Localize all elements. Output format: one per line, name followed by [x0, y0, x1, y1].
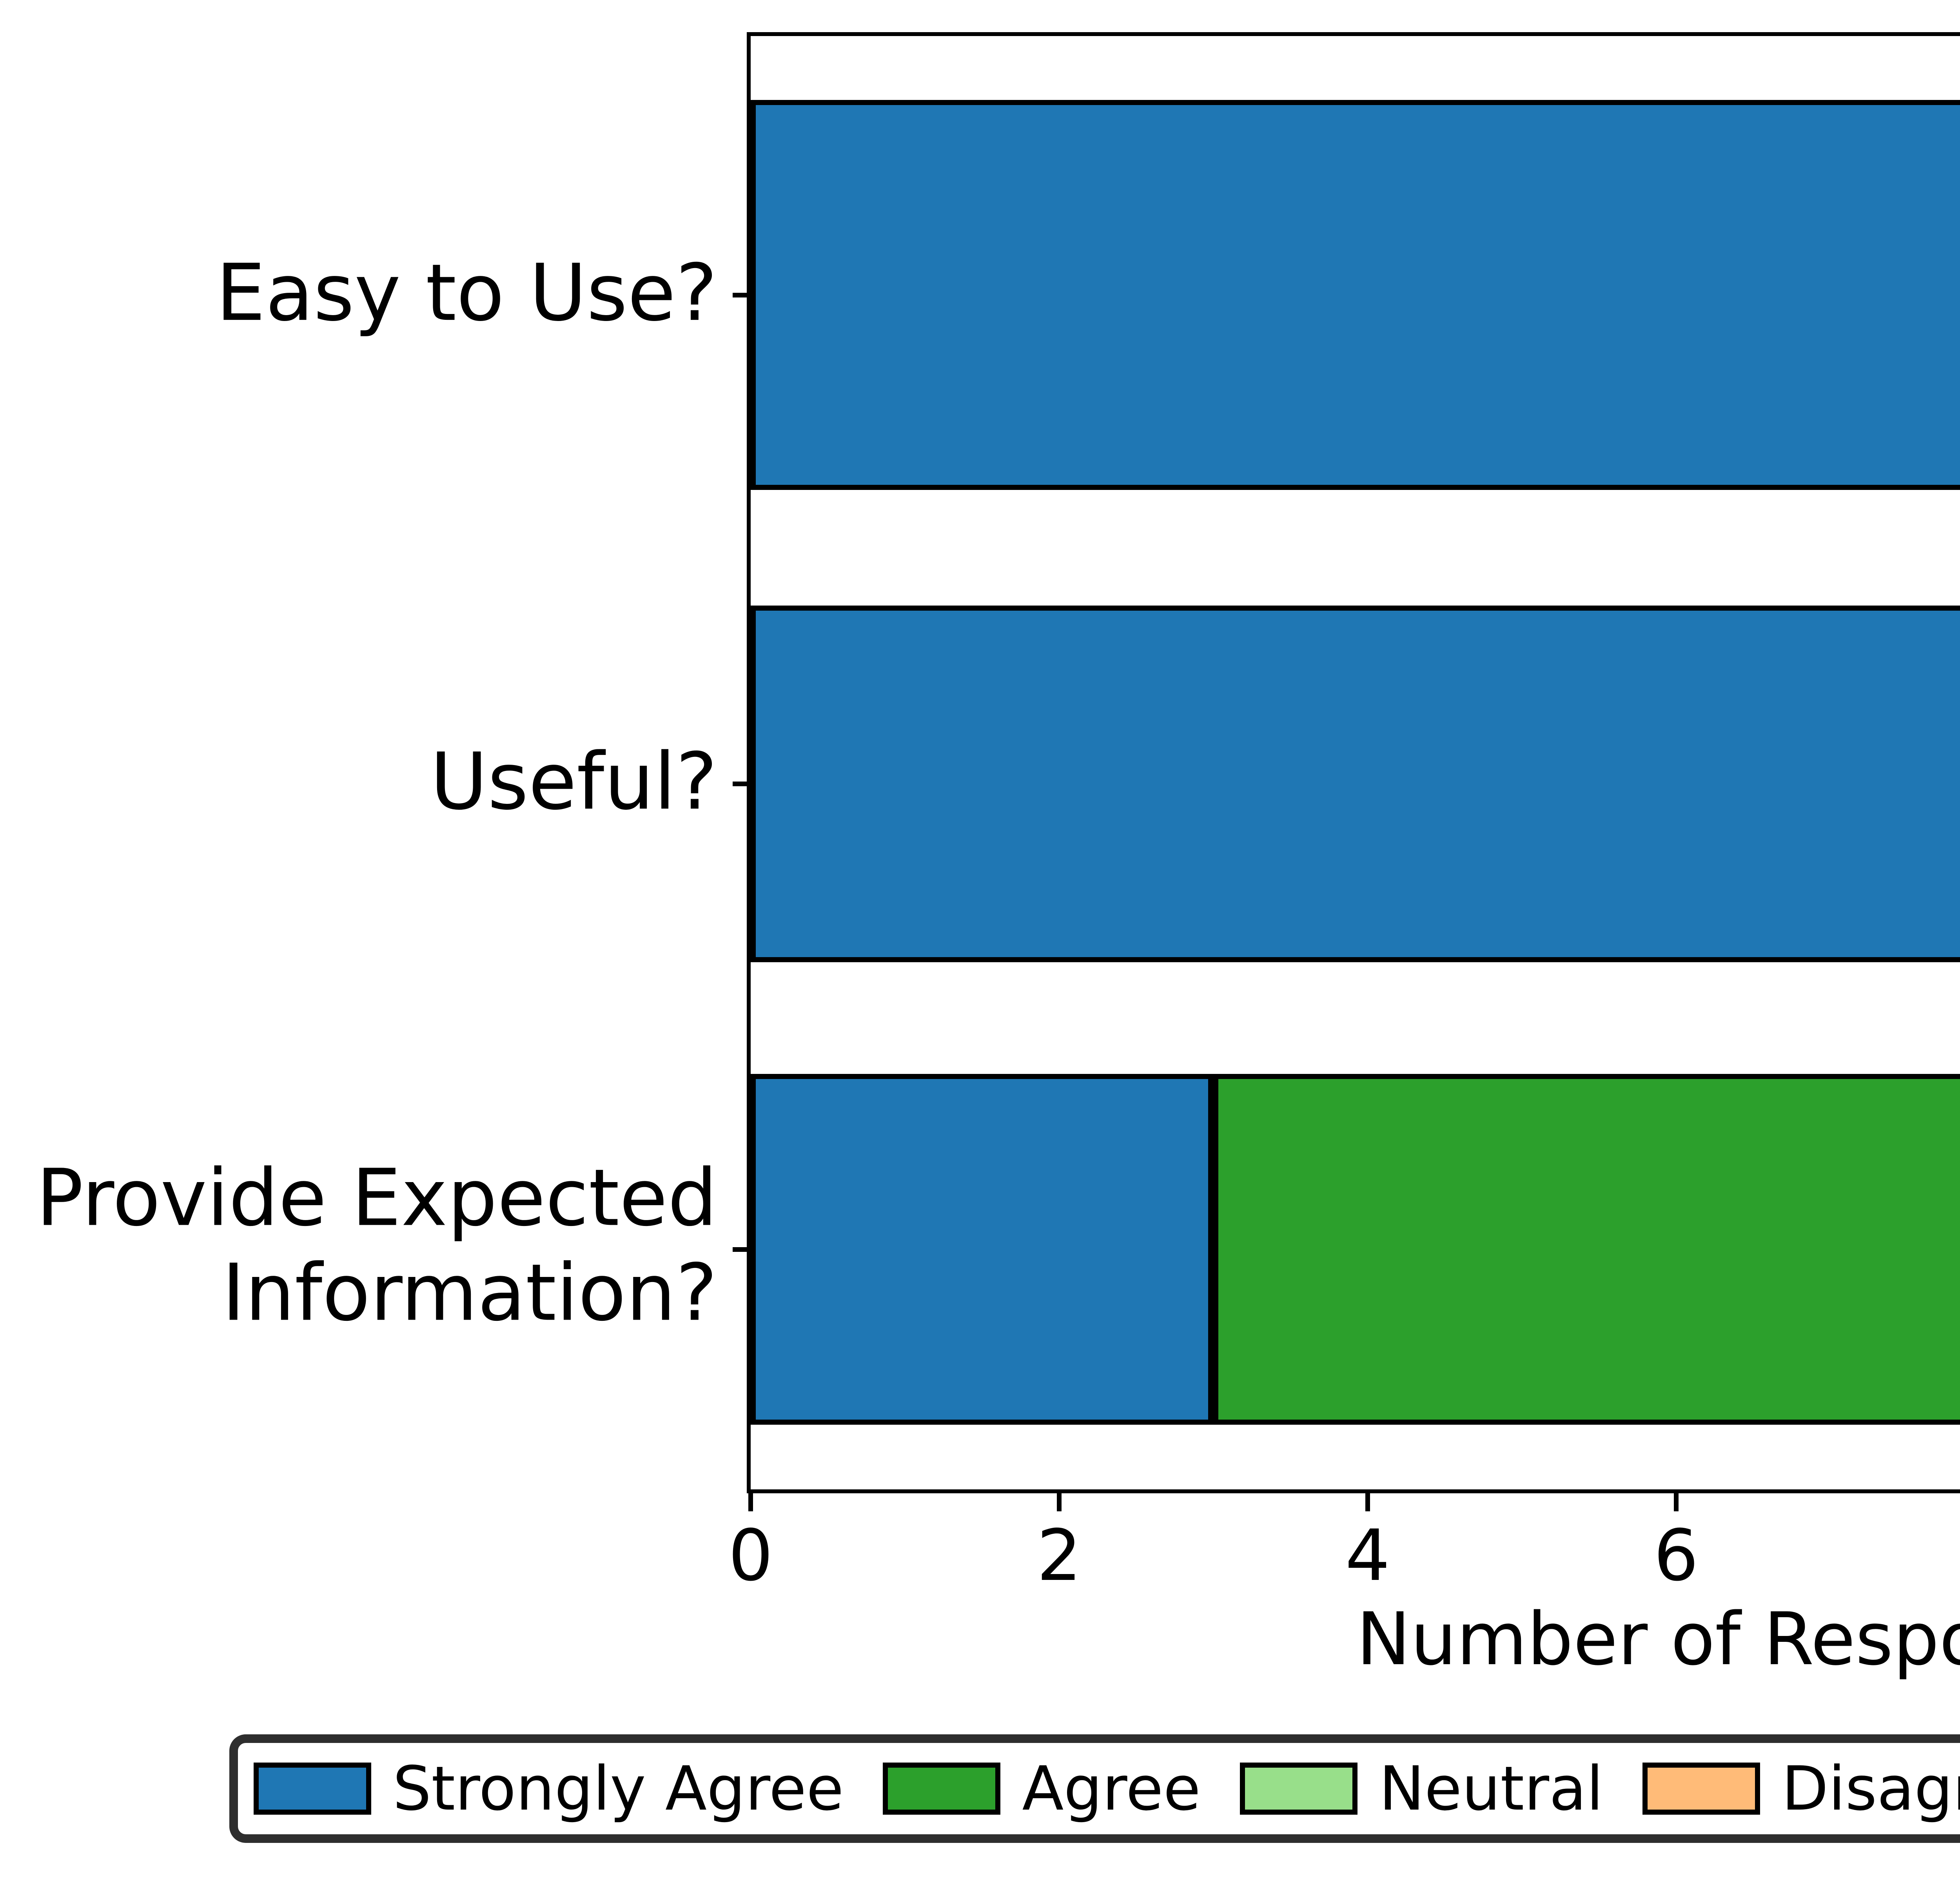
legend-label: Strongly Agree [393, 1753, 844, 1824]
legend-swatch-icon [1642, 1763, 1760, 1815]
bar-segment-strongly-agree [751, 100, 1960, 490]
x-tick-label: 0 [728, 1515, 773, 1597]
legend-label: Agree [1022, 1753, 1201, 1824]
x-tick-mark [1365, 1493, 1370, 1511]
x-tick-label: 2 [1036, 1515, 1082, 1597]
category-label: Provide Expected Information? [36, 1152, 717, 1338]
legend-swatch-icon [883, 1763, 1001, 1815]
x-tick-label: 4 [1345, 1515, 1390, 1597]
legend-item-agree: Agree [883, 1753, 1201, 1824]
x-axis-title: Number of Responses [1356, 1597, 1960, 1681]
bar-segment-strongly-agree [751, 606, 1960, 962]
bar-segment-agree [1213, 1074, 1960, 1425]
bar-segment-strongly-agree [751, 1074, 1214, 1425]
y-tick-mark [733, 1247, 751, 1252]
x-tick-mark [1673, 1493, 1679, 1511]
y-tick-mark [733, 782, 751, 786]
x-tick-label: 6 [1653, 1515, 1699, 1597]
x-tick-mark [748, 1493, 753, 1511]
plot-area [747, 32, 1960, 1493]
legend-box: Strongly Agree Agree Neutral Disagree Strong… [229, 1734, 1960, 1843]
x-tick-mark [1056, 1493, 1062, 1511]
legend-swatch-icon [254, 1763, 371, 1815]
category-label: Useful? [430, 736, 717, 828]
legend-item-disagree: Disagree [1642, 1758, 1960, 1819]
bar-row [751, 1074, 1960, 1425]
category-label: Easy to Use? [216, 247, 717, 339]
y-tick-mark [733, 292, 751, 297]
legend-label: Neutral [1379, 1753, 1604, 1824]
legend-label: Disagree [1782, 1753, 1960, 1824]
bar-row [751, 100, 1960, 490]
legend-swatch-icon [1240, 1763, 1357, 1815]
bar-row [751, 606, 1960, 962]
legend-item-strongly-agree: Strongly Agree [254, 1758, 844, 1819]
legend-item-neutral: Neutral [1240, 1758, 1603, 1819]
